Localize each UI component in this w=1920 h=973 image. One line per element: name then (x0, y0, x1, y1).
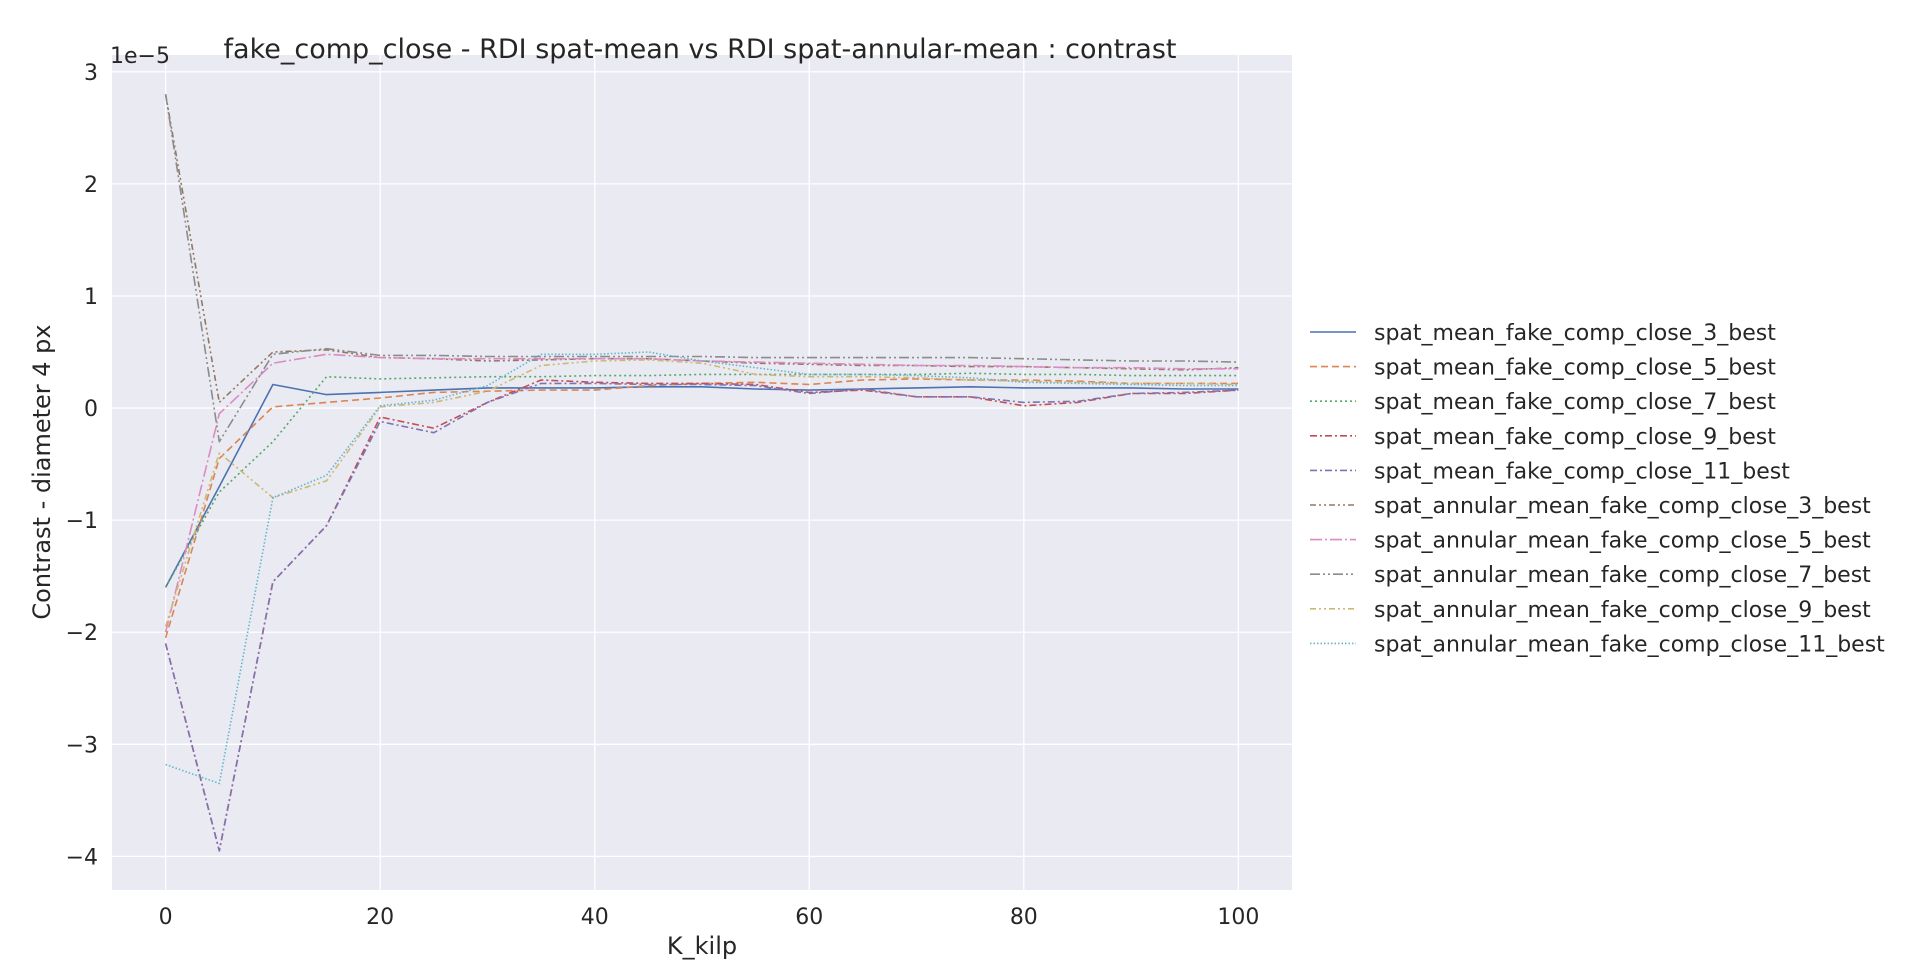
y-tick-label: −4 (66, 845, 98, 870)
y-axis-offset-text: 1e−5 (110, 44, 170, 69)
legend-label: spat_mean_fake_comp_close_11_best (1374, 459, 1790, 484)
legend-label: spat_annular_mean_fake_comp_close_5_best (1374, 529, 1871, 554)
x-tick-label: 0 (159, 905, 173, 930)
legend-label: spat_mean_fake_comp_close_5_best (1374, 356, 1776, 381)
series-line-spat_mean_fake_comp_close_11_best (164, 382, 1239, 852)
y-axis-ticks: −4 −3 −2 −1 0 1 2 3 (66, 61, 98, 871)
y-tick-label: 2 (84, 173, 98, 198)
series-line-spat_mean_fake_comp_close_7_best (164, 372, 1239, 588)
legend-label: spat_annular_mean_fake_comp_close_9_best (1374, 598, 1871, 623)
x-axis-label: K_kilp (667, 932, 737, 960)
y-tick-label: −1 (66, 509, 98, 534)
series-line-spat_annular_mean_fake_comp_close_11_best (165, 351, 1239, 785)
series-lines (164, 94, 1239, 852)
y-tick-label: 3 (84, 61, 98, 86)
x-tick-label: 60 (795, 905, 823, 930)
grid (112, 55, 1292, 890)
legend-label: spat_annular_mean_fake_comp_close_3_best (1374, 494, 1871, 519)
x-tick-label: 20 (366, 905, 394, 930)
legend-label: spat_mean_fake_comp_close_9_best (1374, 425, 1776, 450)
y-tick-label: −3 (66, 733, 98, 758)
series-line-spat_annular_mean_fake_comp_close_9_best (164, 359, 1239, 627)
y-tick-label: 1 (84, 285, 98, 310)
x-axis-ticks: 0 20 40 60 80 100 (159, 905, 1260, 930)
series-line-spat_mean_fake_comp_close_3_best (164, 383, 1239, 588)
y-axis-label: Contrast - diameter 4 px (28, 324, 56, 619)
legend-label: spat_annular_mean_fake_comp_close_11_bes… (1374, 632, 1885, 657)
x-tick-label: 40 (581, 905, 609, 930)
series-line-spat_annular_mean_fake_comp_close_7_best (164, 94, 1239, 443)
plot-area (112, 55, 1292, 890)
x-tick-label: 80 (1010, 905, 1038, 930)
legend-label: spat_annular_mean_fake_comp_close_7_best (1374, 563, 1871, 588)
series-line-spat_mean_fake_comp_close_5_best (164, 378, 1239, 639)
chart-title: fake_comp_close - RDI spat-mean vs RDI s… (224, 34, 1177, 65)
legend-label: spat_mean_fake_comp_close_3_best (1374, 321, 1776, 346)
legend-label: spat_mean_fake_comp_close_7_best (1374, 390, 1776, 415)
x-tick-label: 100 (1217, 905, 1259, 930)
legend: spat_mean_fake_comp_close_3_best spat_mea… (1310, 321, 1885, 657)
y-tick-label: −2 (66, 621, 98, 646)
y-tick-label: 0 (84, 397, 98, 422)
